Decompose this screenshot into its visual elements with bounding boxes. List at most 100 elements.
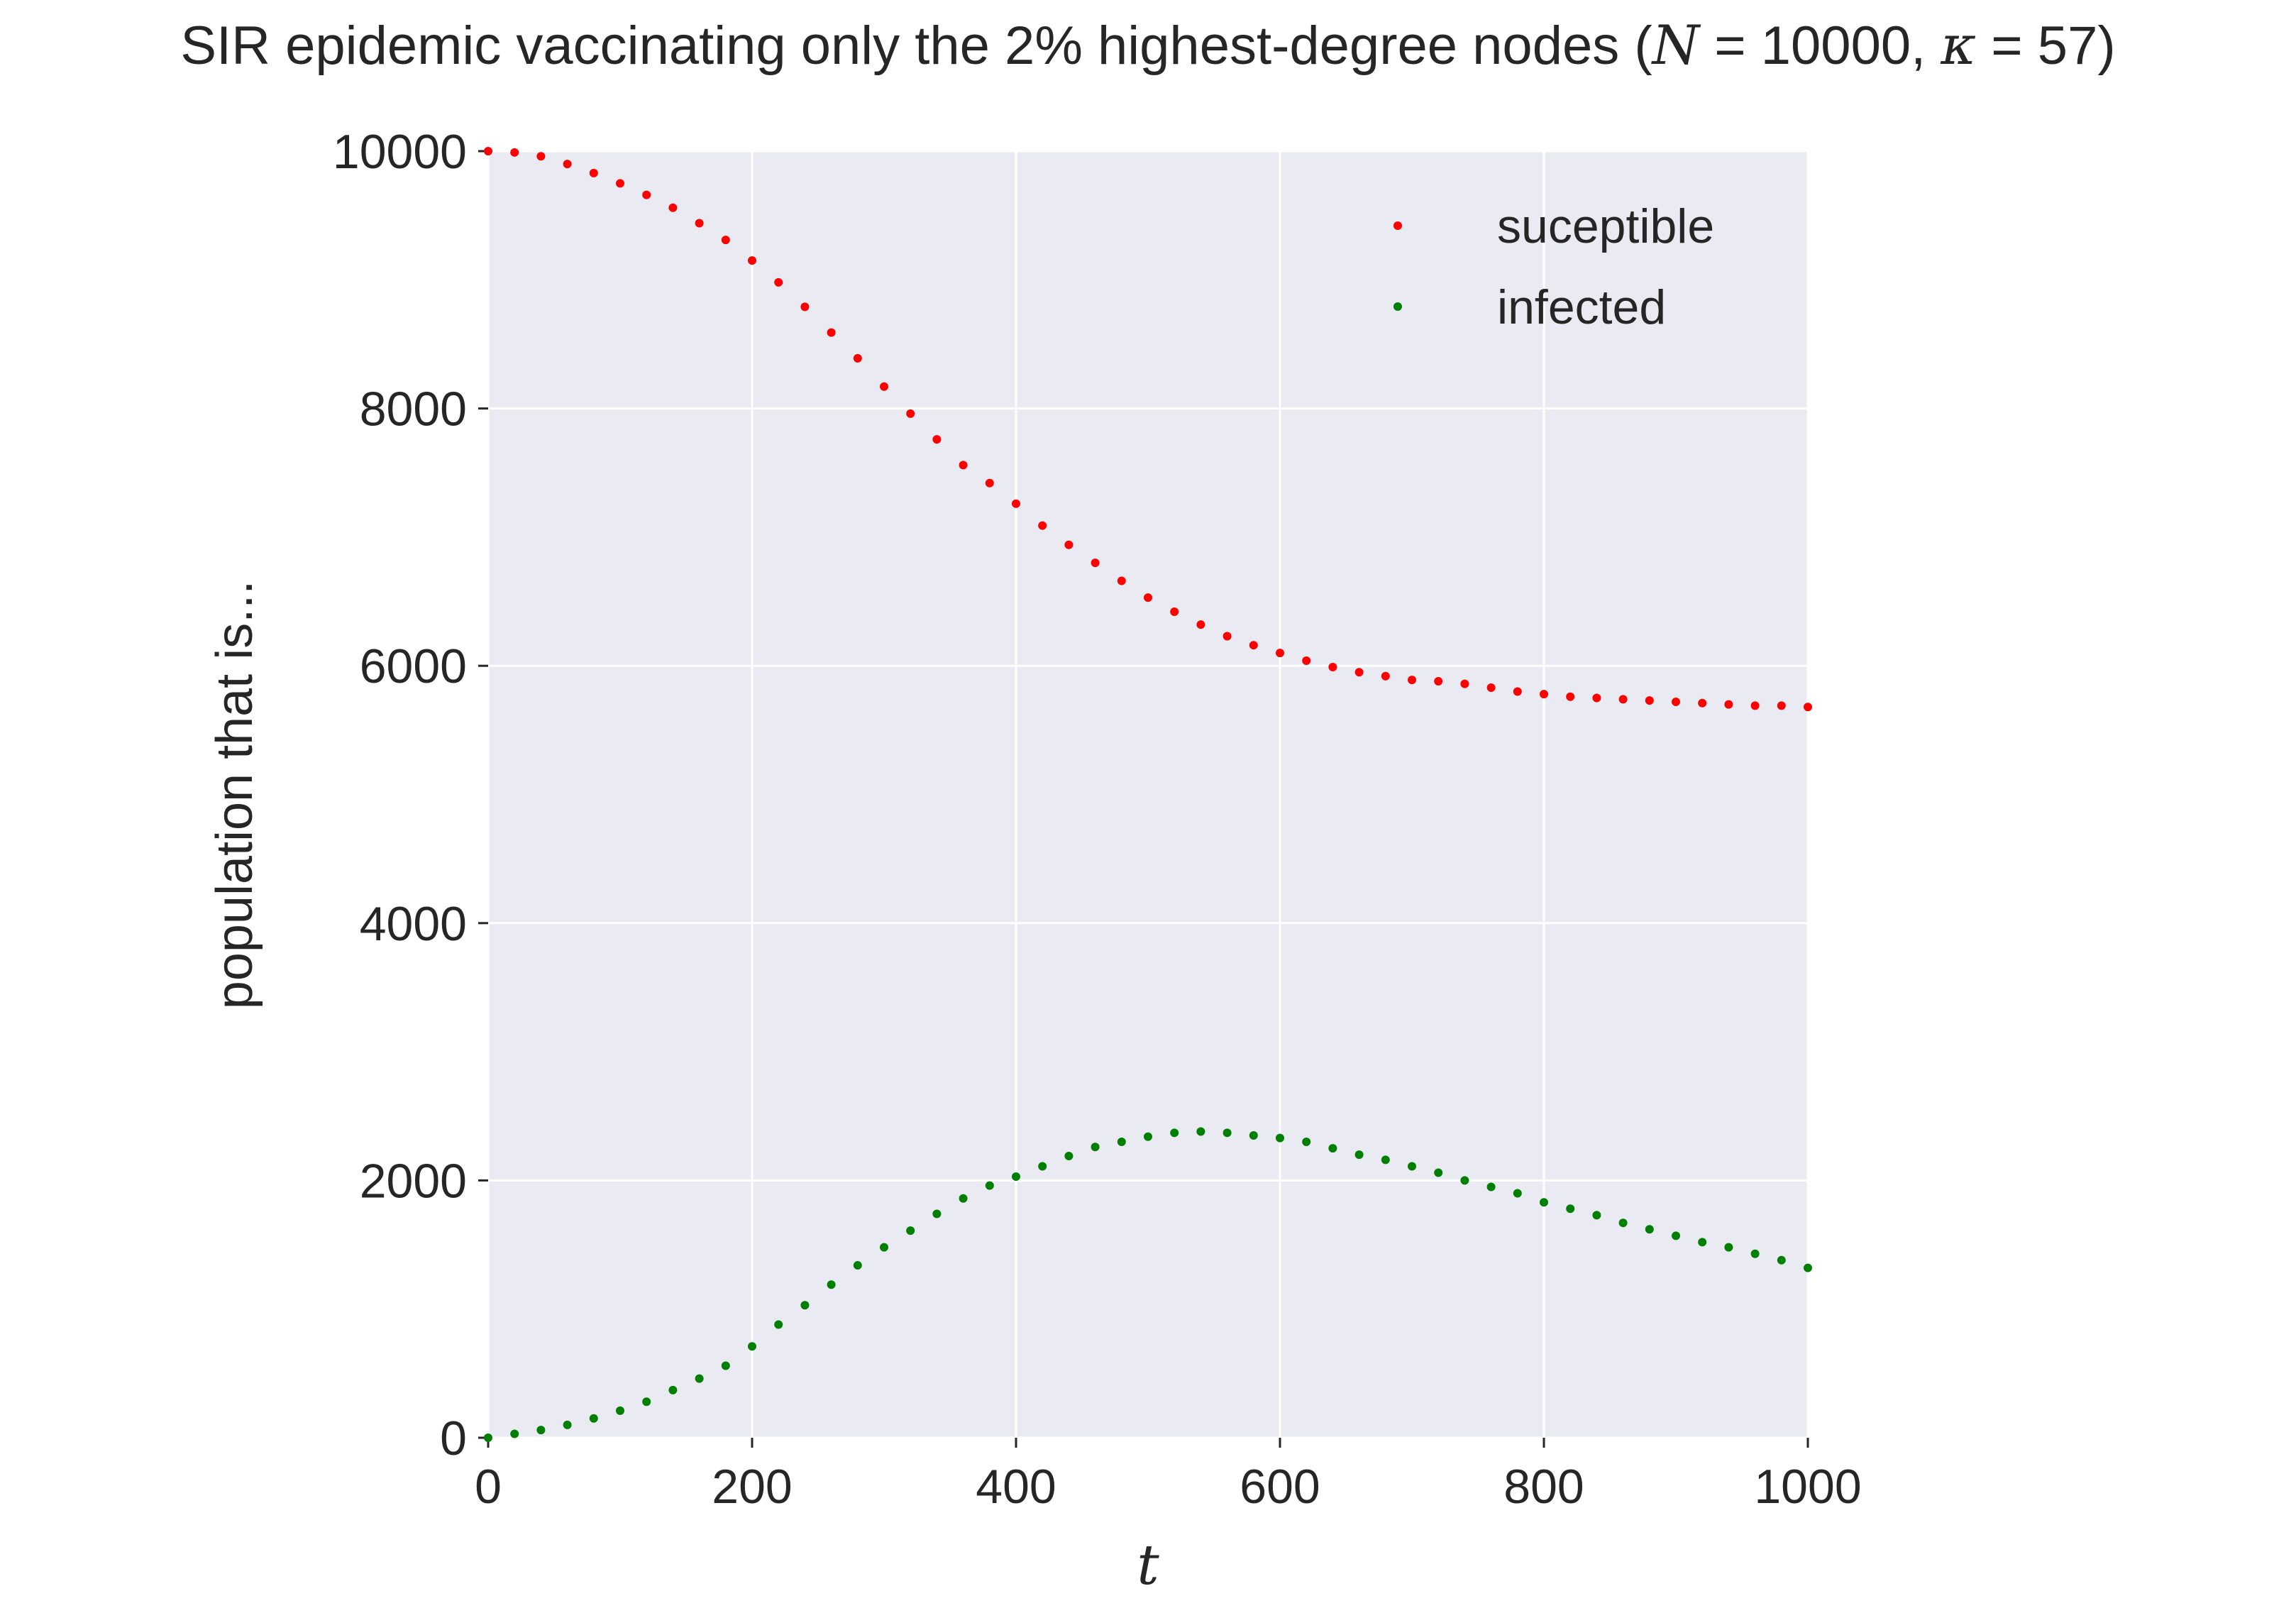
- suceptible-point: [1144, 593, 1152, 602]
- plot-area: [488, 151, 1808, 1438]
- infected-point: [1434, 1168, 1443, 1177]
- suceptible-point: [1408, 676, 1416, 685]
- suceptible-point: [1698, 698, 1707, 708]
- title-n-value: = 10000,: [1699, 16, 1941, 76]
- suceptible-point: [695, 219, 704, 228]
- infected-point: [1724, 1243, 1733, 1252]
- infected-point: [484, 1433, 492, 1442]
- title-k-symbol: κ: [1940, 13, 1976, 77]
- y-tick-label: 0: [440, 1411, 467, 1465]
- suceptible-point: [1592, 693, 1601, 703]
- infected-point: [959, 1194, 968, 1203]
- infected-point: [1408, 1162, 1416, 1171]
- suceptible-point: [1460, 679, 1469, 688]
- infected-point: [1460, 1176, 1469, 1185]
- infected-point: [1750, 1249, 1760, 1258]
- suceptible-point: [774, 277, 783, 287]
- suceptible-point: [589, 168, 598, 177]
- legend-marker-suceptible: [1393, 221, 1402, 230]
- suceptible-point: [1170, 607, 1179, 617]
- infected-point: [1038, 1162, 1047, 1171]
- infected-point: [1698, 1238, 1707, 1247]
- infected-point: [1592, 1211, 1601, 1220]
- suceptible-point: [1434, 676, 1443, 686]
- suceptible-point: [510, 148, 519, 157]
- suceptible-point: [484, 147, 492, 155]
- suceptible-point: [1777, 701, 1786, 710]
- series-infected: [484, 1127, 1812, 1442]
- infected-point: [1804, 1263, 1812, 1272]
- infected-point: [1354, 1150, 1364, 1160]
- suceptible-point: [1196, 620, 1205, 629]
- infected-point: [563, 1420, 572, 1429]
- suceptible-point: [1091, 558, 1100, 568]
- title-k-value: = 57): [1976, 16, 2115, 76]
- suceptible-point: [1724, 700, 1733, 709]
- suceptible-point: [1804, 703, 1812, 712]
- infected-point: [827, 1280, 836, 1289]
- suceptible-point: [1222, 632, 1232, 641]
- suceptible-point: [1750, 701, 1760, 710]
- suceptible-point: [880, 382, 888, 391]
- infected-point: [1012, 1172, 1020, 1181]
- infected-point: [1328, 1144, 1337, 1153]
- suceptible-point: [959, 461, 968, 470]
- infected-point: [1566, 1204, 1575, 1214]
- suceptible-point: [1328, 663, 1337, 672]
- infected-point: [932, 1209, 942, 1218]
- y-tick-label: 8000: [360, 383, 467, 436]
- infected-point: [589, 1414, 598, 1423]
- y-axis-label: population that is...: [206, 580, 263, 1009]
- x-tick-label: 1000: [1754, 1460, 1861, 1514]
- suceptible-point: [1038, 521, 1047, 530]
- infected-point: [774, 1320, 783, 1329]
- title-n-symbol: N: [1651, 13, 1701, 77]
- infected-point: [853, 1261, 862, 1270]
- suceptible-point: [1276, 649, 1284, 658]
- infected-point: [1064, 1151, 1074, 1160]
- infected-point: [1381, 1155, 1390, 1165]
- data-points: [484, 147, 1812, 1442]
- suceptible-point: [721, 236, 730, 245]
- infected-point: [642, 1397, 651, 1407]
- infected-point: [1276, 1133, 1284, 1143]
- y-tick-label: 2000: [360, 1154, 467, 1208]
- infected-point: [668, 1385, 678, 1394]
- infected-point: [1618, 1218, 1628, 1228]
- x-tick-label: 0: [475, 1460, 502, 1514]
- suceptible-point: [906, 409, 915, 418]
- suceptible-point: [1064, 540, 1074, 549]
- suceptible-point: [1354, 668, 1364, 677]
- infected-point: [510, 1429, 519, 1438]
- suceptible-point: [1513, 687, 1522, 696]
- infected-point: [616, 1406, 624, 1415]
- suceptible-point: [563, 160, 572, 169]
- infected-point: [1672, 1231, 1680, 1240]
- suceptible-point: [1645, 696, 1654, 705]
- infected-point: [906, 1226, 915, 1235]
- infected-point: [536, 1426, 546, 1435]
- infected-point: [1540, 1198, 1548, 1207]
- x-tick-label: 800: [1503, 1460, 1584, 1514]
- legend-marker-infected: [1393, 302, 1402, 311]
- infected-point: [1249, 1130, 1258, 1140]
- infected-point: [1486, 1182, 1496, 1192]
- x-tick-label: 600: [1240, 1460, 1320, 1514]
- x-tick-label: 400: [976, 1460, 1056, 1514]
- suceptible-point: [616, 179, 624, 188]
- infected-point: [1302, 1138, 1311, 1147]
- suceptible-point: [853, 353, 862, 363]
- infected-point: [695, 1374, 704, 1383]
- infected-point: [721, 1361, 730, 1370]
- infected-point: [1117, 1138, 1126, 1147]
- x-tick-label: 200: [712, 1460, 792, 1514]
- y-tick-label: 6000: [360, 639, 467, 693]
- title-prefix: SIR epidemic vaccinating only the 2% hig…: [180, 16, 1652, 76]
- infected-point: [1222, 1128, 1232, 1138]
- suceptible-point: [1618, 695, 1628, 704]
- infected-point: [1196, 1127, 1205, 1136]
- suceptible-point: [1672, 697, 1680, 706]
- infected-point: [1777, 1255, 1786, 1265]
- infected-point: [1091, 1143, 1100, 1152]
